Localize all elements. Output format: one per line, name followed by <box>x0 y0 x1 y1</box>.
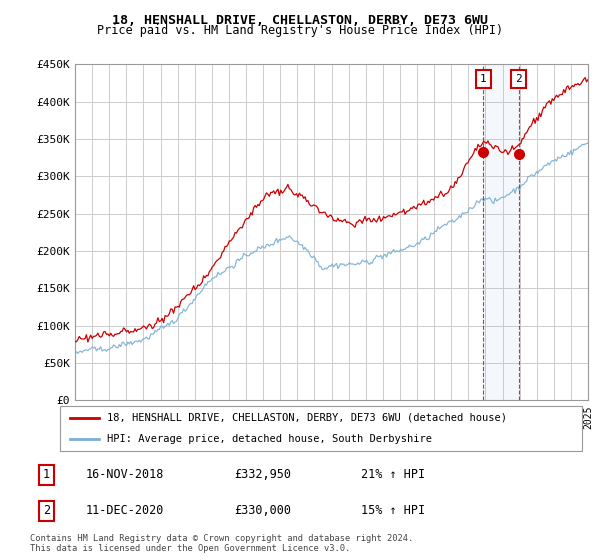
Text: 2: 2 <box>515 74 522 85</box>
Text: 2: 2 <box>43 505 50 517</box>
Bar <box>484 64 519 400</box>
Text: 18, HENSHALL DRIVE, CHELLASTON, DERBY, DE73 6WU (detached house): 18, HENSHALL DRIVE, CHELLASTON, DERBY, D… <box>107 413 507 423</box>
Text: Price paid vs. HM Land Registry's House Price Index (HPI): Price paid vs. HM Land Registry's House … <box>97 24 503 37</box>
Text: 21% ↑ HPI: 21% ↑ HPI <box>361 468 425 481</box>
Text: 11-DEC-2020: 11-DEC-2020 <box>85 505 164 517</box>
Text: 18, HENSHALL DRIVE, CHELLASTON, DERBY, DE73 6WU: 18, HENSHALL DRIVE, CHELLASTON, DERBY, D… <box>112 14 488 27</box>
Text: £330,000: £330,000 <box>234 505 291 517</box>
Text: 15% ↑ HPI: 15% ↑ HPI <box>361 505 425 517</box>
Text: £332,950: £332,950 <box>234 468 291 481</box>
Text: 16-NOV-2018: 16-NOV-2018 <box>85 468 164 481</box>
FancyBboxPatch shape <box>60 406 582 451</box>
Text: 1: 1 <box>480 74 487 85</box>
Text: Contains HM Land Registry data © Crown copyright and database right 2024.
This d: Contains HM Land Registry data © Crown c… <box>30 534 413 553</box>
Text: 1: 1 <box>43 468 50 481</box>
Text: HPI: Average price, detached house, South Derbyshire: HPI: Average price, detached house, Sout… <box>107 434 432 444</box>
